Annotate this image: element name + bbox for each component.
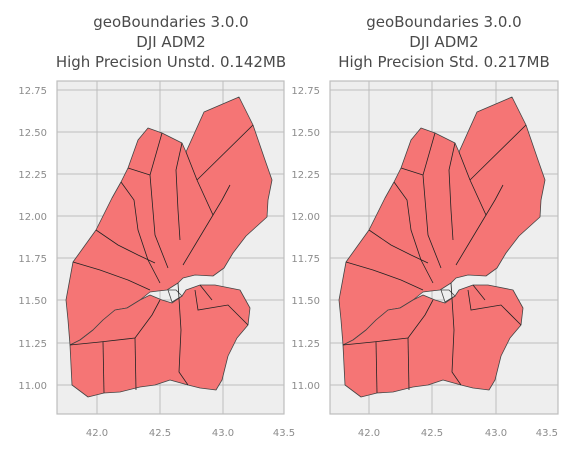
panel-2-x-ticks: 42.0 42.5 43.0 43.5 <box>358 428 558 439</box>
panel-1: geoBoundaries 3.0.0 DJI ADM2 High Precis… <box>18 13 295 439</box>
panel-1-title-line-1: geoBoundaries 3.0.0 <box>93 13 248 31</box>
panel-2-y-tick: 12.25 <box>291 170 320 181</box>
panel-1-title-line-2: DJI ADM2 <box>136 33 205 51</box>
panel-2-y-tick: 12.75 <box>291 86 320 97</box>
panel-1-y-ticks: 12.75 12.50 12.25 12.00 11.75 11.50 11.2… <box>18 86 47 392</box>
panel-2: geoBoundaries 3.0.0 DJI ADM2 High Precis… <box>291 13 559 439</box>
panel-2-x-tick: 43.5 <box>536 428 558 439</box>
panel-2-y-tick: 12.00 <box>291 212 320 223</box>
panel-2-title-line-3: High Precision Std. 0.217MB <box>338 53 550 71</box>
panel-1-x-ticks: 42.0 42.5 43.0 43.5 <box>86 428 295 439</box>
panel-1-x-tick: 42.0 <box>86 428 108 439</box>
panel-2-south-region <box>342 284 524 398</box>
panel-2-y-ticks: 12.75 12.50 12.25 12.00 11.75 11.50 11.2… <box>291 86 320 392</box>
panel-2-district-lines <box>342 124 527 394</box>
panel-2-y-tick: 12.50 <box>291 128 320 139</box>
panel-1-y-tick: 11.50 <box>18 296 47 307</box>
panel-1-y-tick: 12.75 <box>18 86 47 97</box>
panel-1-district-lines <box>69 124 254 394</box>
panel-2-title-line-2: DJI ADM2 <box>409 33 478 51</box>
panel-1-south-region <box>69 284 251 398</box>
panel-2-x-tick: 43.0 <box>485 428 507 439</box>
panel-2-title-line-1: geoBoundaries 3.0.0 <box>366 13 521 31</box>
panel-1-y-tick: 11.25 <box>18 339 47 350</box>
panel-1-x-tick: 42.5 <box>149 428 171 439</box>
panel-1-y-tick: 12.25 <box>18 170 47 181</box>
panel-1-y-tick: 12.50 <box>18 128 47 139</box>
panel-1-title-line-3: High Precision Unstd. 0.142MB <box>56 53 286 71</box>
panel-1-y-tick: 11.75 <box>18 254 47 265</box>
panel-2-x-tick: 42.5 <box>421 428 443 439</box>
panel-1-x-tick: 43.0 <box>212 428 234 439</box>
panel-1-y-tick: 11.00 <box>18 381 47 392</box>
panel-2-y-tick: 11.75 <box>291 254 320 265</box>
panel-1-x-tick: 43.5 <box>273 428 295 439</box>
panel-2-x-tick: 42.0 <box>358 428 380 439</box>
panel-1-north-region <box>65 96 273 346</box>
panel-2-north-region <box>338 96 546 346</box>
panel-1-map <box>65 96 273 398</box>
panel-2-y-tick: 11.25 <box>291 339 320 350</box>
panel-2-map <box>338 96 546 398</box>
panel-1-y-tick: 12.00 <box>18 212 47 223</box>
panel-2-y-tick: 11.00 <box>291 381 320 392</box>
panel-2-y-tick: 11.50 <box>291 296 320 307</box>
